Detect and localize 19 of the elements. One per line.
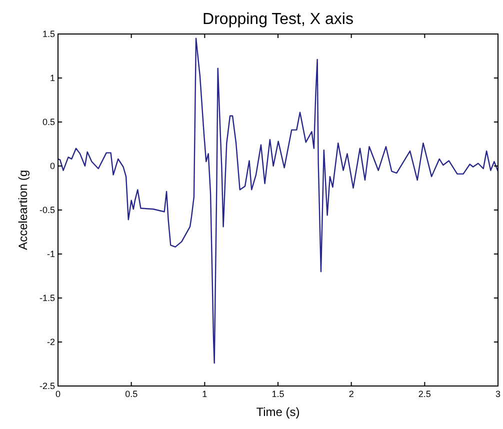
x-axis-title: Time (s) <box>256 405 300 419</box>
y-tick-label: -1.5 <box>39 293 55 303</box>
x-tick-label: 1.5 <box>272 389 284 399</box>
x-tick-label: 2 <box>348 389 354 399</box>
chart-title: Dropping Test, X axis <box>202 11 354 28</box>
x-tick-label: 3 <box>495 389 501 399</box>
x-tick-label: 2.5 <box>418 389 431 399</box>
y-tick-label: 1 <box>50 73 55 83</box>
line-series <box>58 38 498 364</box>
y-tick-label: 1.5 <box>42 29 55 39</box>
y-tick-label: -2 <box>46 337 55 347</box>
y-tick-label: -0.5 <box>39 205 55 215</box>
y-tick-label: 0.5 <box>42 117 55 127</box>
x-tick-label: 0.5 <box>125 389 138 399</box>
y-axis-title: Acceleartion (g <box>16 170 30 250</box>
y-tick-label: -1 <box>46 249 55 259</box>
y-tick-label: -2.5 <box>39 381 55 391</box>
x-tick-label: 1 <box>202 389 208 399</box>
y-tick-label: 0 <box>50 161 55 171</box>
